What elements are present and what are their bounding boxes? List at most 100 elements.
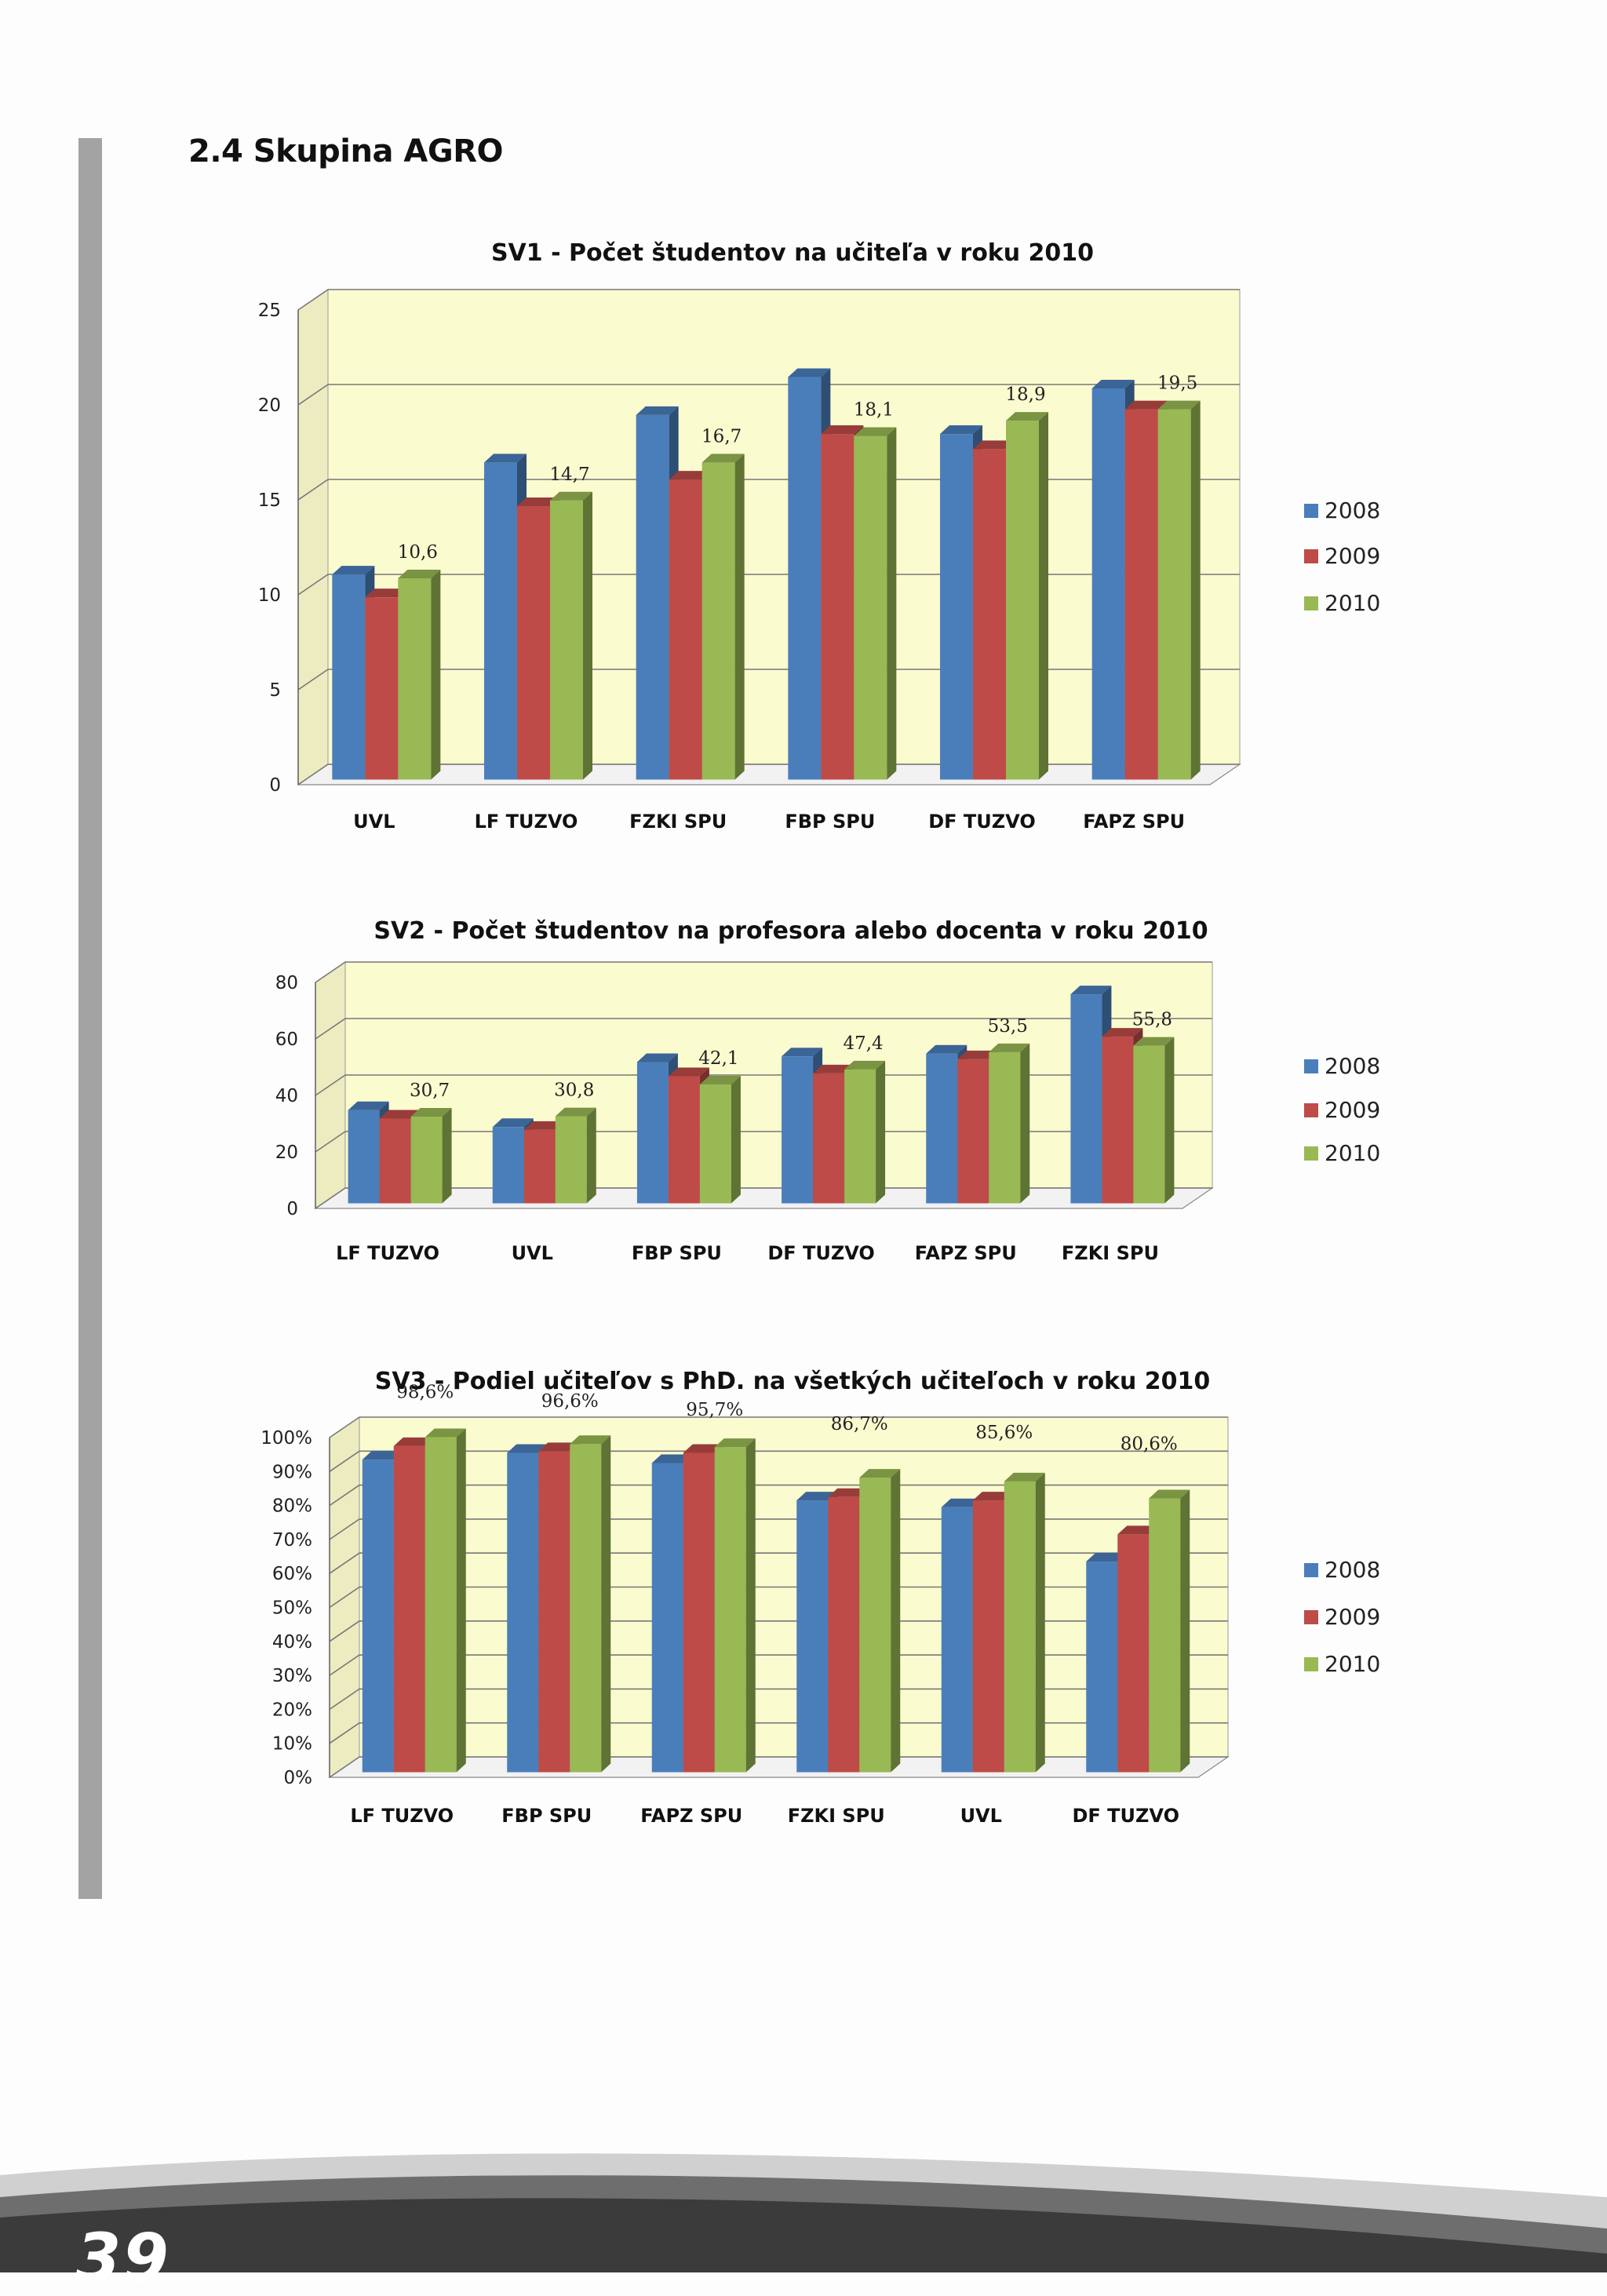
gridline — [315, 1018, 1212, 1040]
category-label: LF TUZVO — [336, 1242, 439, 1264]
bar-top — [484, 454, 527, 463]
bar-top — [854, 427, 897, 436]
bar-top — [714, 1438, 756, 1448]
category-label: FZKI SPU — [1062, 1242, 1159, 1264]
bar-top — [523, 1121, 565, 1130]
y-tick-label: 40% — [272, 1632, 312, 1653]
data-label: 42,1 — [698, 1048, 738, 1069]
bar-front — [782, 1056, 814, 1204]
data-label: 55,8 — [1132, 1010, 1172, 1030]
category-label: FBP SPU — [785, 811, 875, 833]
legend-swatch-2009 — [1304, 1103, 1318, 1117]
bar-2010 — [1006, 412, 1048, 780]
bar-top — [669, 471, 712, 480]
gridline — [297, 289, 1240, 311]
bar-front — [484, 462, 517, 780]
data-label: 95,7% — [686, 1400, 743, 1420]
bar-front — [669, 479, 702, 780]
category-label: LF TUZVO — [350, 1805, 454, 1827]
category-label: UVL — [353, 811, 395, 833]
bar-front — [538, 1451, 570, 1773]
bar-front — [701, 462, 735, 780]
bar-side — [1035, 1472, 1045, 1773]
y-tick-label: 80% — [272, 1496, 312, 1517]
legend-swatch-2008 — [1304, 1059, 1318, 1073]
bar-top — [636, 406, 679, 415]
bar-2010 — [1157, 400, 1201, 780]
bar-2010 — [1149, 1489, 1190, 1773]
gridline — [297, 384, 1240, 406]
y-tick-label: 60% — [272, 1564, 312, 1584]
category-label: FZKI SPU — [629, 811, 727, 833]
category-label: FAPZ SPU — [640, 1805, 742, 1827]
bar-top — [1102, 1028, 1143, 1037]
legend-swatch-2010 — [1304, 596, 1318, 610]
bar-2010 — [1004, 1472, 1045, 1773]
bar-2009 — [523, 1121, 565, 1204]
bar-top — [844, 1060, 886, 1070]
bar-2010 — [701, 454, 745, 780]
bar-top — [636, 1053, 678, 1062]
bar-front — [492, 1127, 524, 1204]
y-tick-label: 80 — [275, 973, 298, 993]
bar-front — [1117, 1534, 1150, 1773]
bar-top — [379, 1110, 421, 1119]
gridline — [329, 1450, 1228, 1472]
bar-front — [651, 1463, 683, 1773]
y-tick-label: 50% — [272, 1598, 312, 1619]
y-tick-label: 10% — [272, 1734, 312, 1755]
bar-top — [699, 1075, 741, 1084]
bar-front — [507, 1452, 539, 1773]
bar-front — [555, 1116, 587, 1204]
y-tick-label: 20 — [275, 1143, 298, 1163]
footer-swoosh — [0, 2153, 1607, 2272]
bar-front — [1149, 1498, 1181, 1773]
data-label: 47,4 — [843, 1033, 883, 1054]
bar-side — [745, 1438, 756, 1773]
bar-front — [854, 436, 887, 780]
bar-top — [1133, 1037, 1175, 1046]
y-tick-label: 30% — [272, 1666, 312, 1686]
bar-2010 — [555, 1107, 596, 1204]
bar-2010 — [989, 1043, 1030, 1204]
bar-front — [972, 1500, 1004, 1773]
gridline — [329, 1552, 1228, 1574]
legend-label-2009: 2009 — [1325, 1604, 1380, 1630]
data-label: 16,7 — [701, 426, 742, 446]
bar-side — [442, 1107, 452, 1204]
data-label: 86,7% — [831, 1414, 888, 1434]
data-label: 96,6% — [541, 1391, 599, 1412]
bar-top — [989, 1043, 1030, 1052]
bar-top — [788, 368, 831, 377]
page-number: 39 — [75, 2219, 170, 2296]
bar-top — [821, 425, 864, 435]
bar-side — [601, 1435, 611, 1773]
legend-label-2008: 2008 — [1325, 1053, 1380, 1079]
bar-top — [1157, 400, 1201, 410]
category-label: FBP SPU — [632, 1242, 722, 1264]
data-label: 30,8 — [554, 1081, 594, 1101]
bar-side — [731, 1075, 741, 1204]
bar-top — [1124, 400, 1168, 410]
bar-side — [734, 454, 745, 780]
category-label: FBP SPU — [501, 1805, 592, 1827]
gridline — [329, 1518, 1228, 1540]
legend-swatch-2008 — [1304, 504, 1318, 518]
bar-top — [940, 425, 982, 435]
bar-top — [701, 454, 745, 463]
bar-2010 — [714, 1438, 756, 1773]
gridline — [315, 1074, 1212, 1096]
y-tick-label: 5 — [269, 680, 281, 701]
bar-top — [1086, 1553, 1128, 1562]
data-label: 53,5 — [988, 1016, 1028, 1037]
bar-front — [957, 1059, 989, 1204]
y-tick-label: 40 — [275, 1086, 298, 1106]
bar-side — [1164, 1037, 1175, 1204]
bar-front — [989, 1051, 1021, 1204]
bar-top — [517, 497, 559, 507]
bar-top — [538, 1442, 580, 1452]
bar-side — [887, 427, 897, 780]
data-label: 80,6% — [1121, 1434, 1178, 1454]
bar-top — [398, 569, 441, 578]
gridline — [297, 574, 1240, 596]
